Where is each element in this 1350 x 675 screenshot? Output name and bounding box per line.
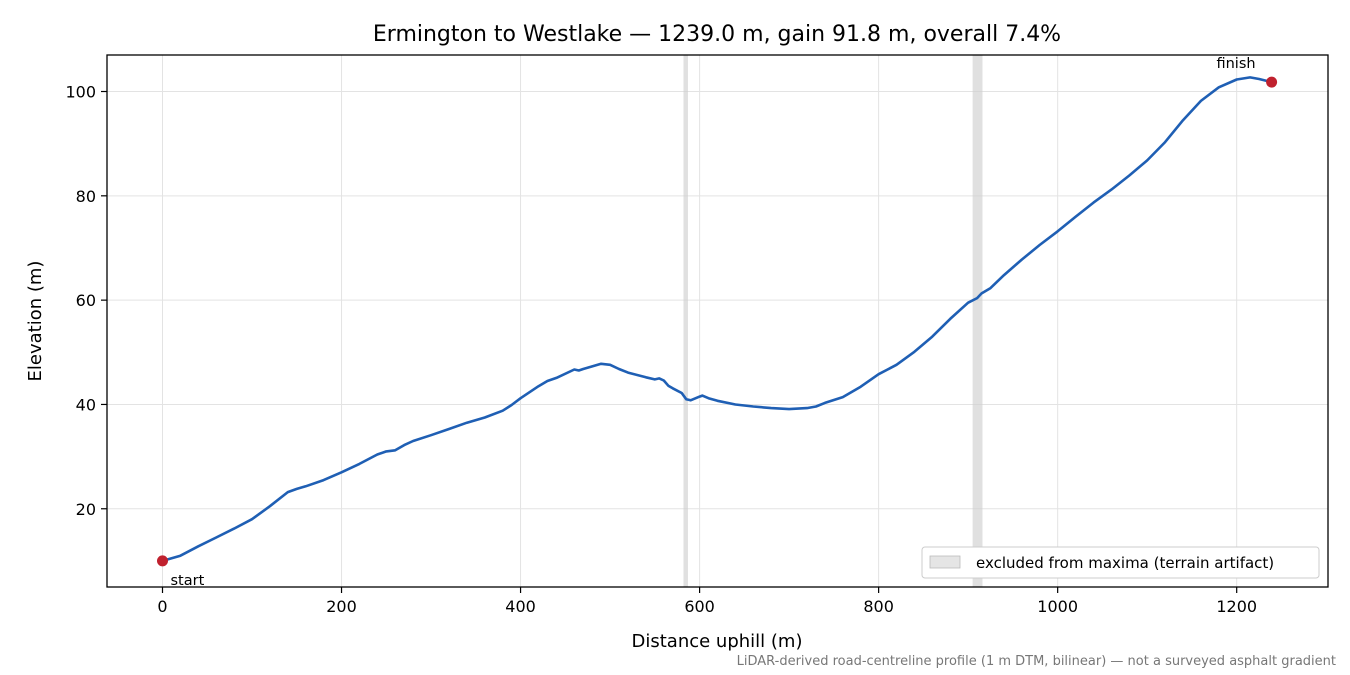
x-tick-label: 0 xyxy=(157,597,167,616)
legend-swatch xyxy=(929,555,961,569)
start-label: start xyxy=(171,573,205,589)
x-tick-label: 600 xyxy=(684,597,715,616)
y-tick-label: 100 xyxy=(65,83,96,102)
y-axis-label: Elevation (m) xyxy=(25,261,46,382)
y-axis-ticks: 20 40 60 80 100 xyxy=(65,83,107,519)
y-tick-label: 80 xyxy=(76,187,96,206)
x-axis-ticks: 0 200 400 600 800 1000 1200 xyxy=(157,587,1257,616)
x-tick-label: 200 xyxy=(326,597,357,616)
x-tick-label: 1200 xyxy=(1216,597,1257,616)
marker-layer: start finish xyxy=(157,56,1278,589)
legend: excluded from maxima (terrain artifact) xyxy=(921,546,1320,579)
x-tick-label: 400 xyxy=(505,597,536,616)
finish-label: finish xyxy=(1216,56,1255,72)
legend-box xyxy=(921,546,1320,579)
excluded-band xyxy=(972,55,983,587)
plot-frame xyxy=(106,54,1329,588)
y-tick-label: 60 xyxy=(76,291,96,310)
chart-title: Ermington to Westlake — 1239.0 m, gain 9… xyxy=(373,22,1061,47)
finish-marker xyxy=(1266,76,1278,88)
y-tick-label: 40 xyxy=(76,395,96,414)
footnote: LiDAR-derived road-centreline profile (1… xyxy=(737,654,1336,669)
x-tick-label: 1000 xyxy=(1037,597,1078,616)
excluded-band xyxy=(683,55,688,587)
start-marker xyxy=(157,555,168,567)
x-axis-label: Distance uphill (m) xyxy=(632,631,803,652)
y-tick-label: 20 xyxy=(76,500,96,519)
grid-lines xyxy=(107,55,1328,587)
excluded-bands xyxy=(683,55,983,587)
elevation-line xyxy=(161,76,1273,563)
series-layer xyxy=(161,76,1273,563)
x-tick-label: 800 xyxy=(863,597,894,616)
legend-label: excluded from maxima (terrain artifact) xyxy=(976,554,1274,572)
